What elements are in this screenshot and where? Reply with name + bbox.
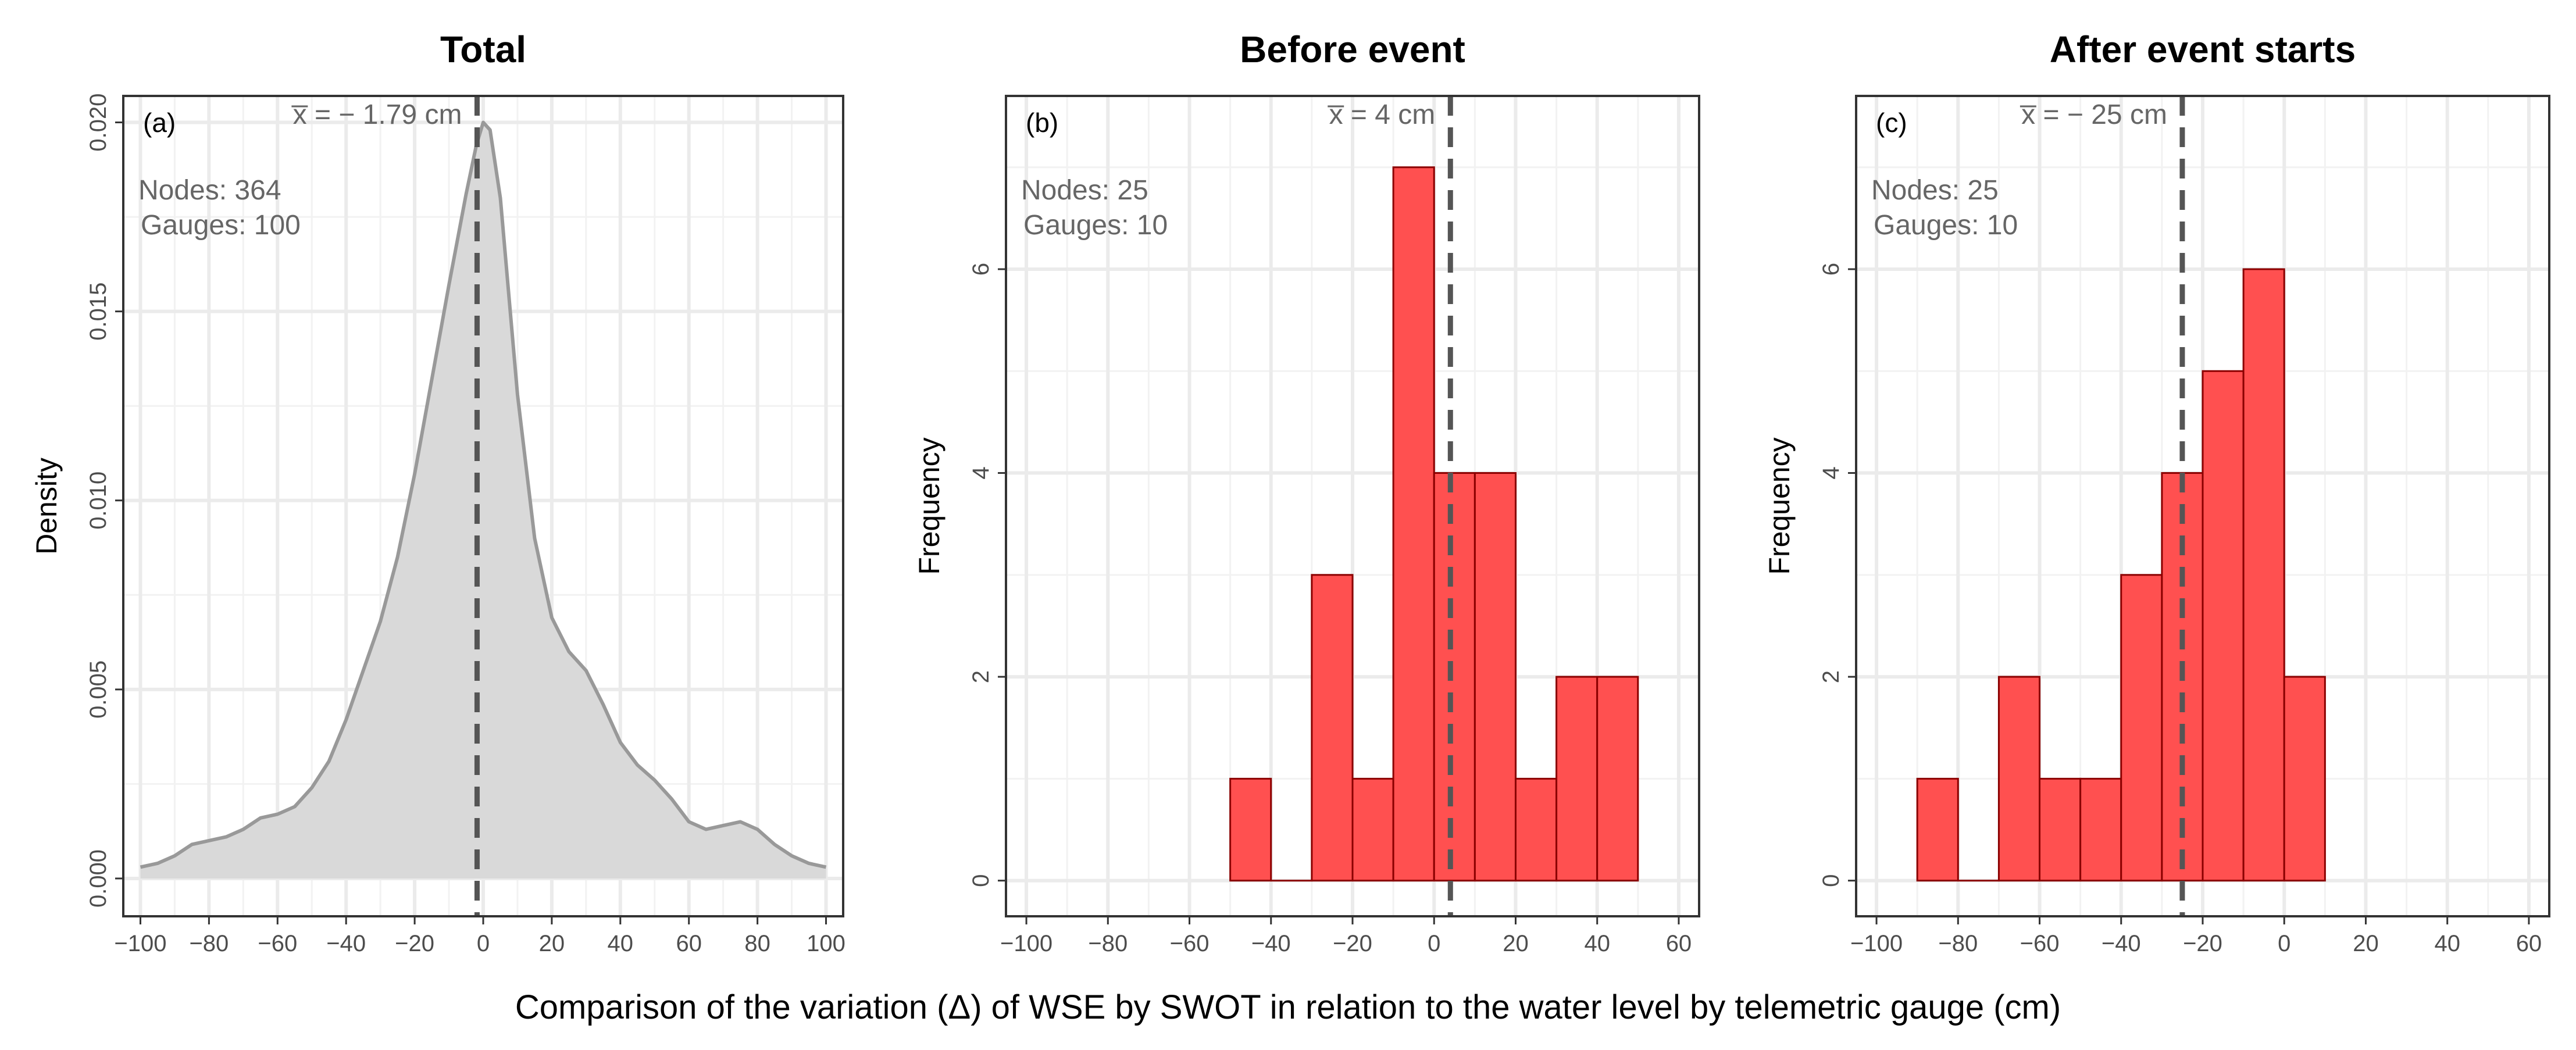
x-tick-label: 40 (2434, 931, 2460, 956)
panel-total: −100 −80 −60 −40 −20 0 20 40 60 80 100 0.000 0.005 0.… (30, 28, 845, 956)
histogram-bar (1997, 676, 2041, 882)
x-tick-label: 100 (807, 931, 845, 956)
y-tick-label: 6 (968, 263, 994, 276)
panel-label: (c) (1876, 108, 1907, 138)
histogram-bar (2202, 370, 2245, 882)
y-tick-label: 0.005 (85, 660, 111, 719)
histogram-bar (1916, 777, 1959, 882)
histogram-bar (1433, 472, 1476, 882)
histogram-bar (1473, 472, 1517, 882)
histogram-bar (1229, 777, 1272, 882)
histogram-bar (2242, 268, 2285, 882)
histogram-bar (1392, 166, 1435, 882)
nodes-label: Nodes: 364 (138, 175, 281, 206)
x-tick-label: −80 (189, 931, 229, 956)
x-tick-label: −40 (326, 931, 366, 956)
y-axis-title: Density (30, 458, 63, 555)
x-tick-label: −100 (1000, 931, 1052, 956)
histogram-bar (1311, 574, 1354, 882)
x-tick-label: −40 (1251, 931, 1291, 956)
gauges-label: Gauges: 100 (141, 210, 301, 241)
panel-label: (b) (1026, 108, 1058, 138)
x-tick-label: 60 (1666, 931, 1692, 956)
x-tick-label: −20 (1333, 931, 1372, 956)
x-tick-label: 40 (1584, 931, 1610, 956)
x-tick-label: 20 (1503, 931, 1529, 956)
histogram-bar (1555, 676, 1599, 882)
y-tick-label: 0 (1818, 874, 1844, 887)
nodes-label: Nodes: 25 (1871, 175, 1999, 206)
x-tick-label: −80 (1938, 931, 1978, 956)
histogram-bar (1514, 777, 1558, 882)
y-tick-label: 0.020 (85, 93, 111, 151)
histogram-bar (1596, 676, 1639, 882)
y-tick-label: 2 (1818, 670, 1844, 683)
x-tick-label: 80 (744, 931, 770, 956)
x-tick-label: −60 (1170, 931, 1209, 956)
x-tick-label: 60 (2516, 931, 2542, 956)
panel-title: After event starts (2050, 28, 2356, 70)
density-line (140, 120, 827, 869)
x-tick-label: 40 (608, 931, 634, 956)
x-tick-label: 60 (676, 931, 702, 956)
x-tick-label: 20 (539, 931, 565, 956)
histogram-bar (2283, 676, 2326, 882)
histogram-bar (2120, 574, 2163, 882)
histogram-bar (2039, 777, 2082, 882)
y-tick-label: 0 (968, 874, 994, 887)
x-tick-label: −60 (258, 931, 297, 956)
x-tick-label: −100 (114, 931, 166, 956)
x-tick-label: −60 (2020, 931, 2060, 956)
y-tick-label: 4 (1818, 466, 1844, 479)
y-tick-label: 0.010 (85, 472, 111, 530)
x-tick-label: −40 (2102, 931, 2141, 956)
mean-label: x̅ = − 1.79 cm (291, 99, 462, 130)
histogram-bar (1351, 777, 1394, 882)
histogram-bar (2079, 777, 2122, 882)
y-tick-label: 6 (1818, 263, 1844, 276)
gauges-label: Gauges: 10 (1023, 210, 1168, 241)
y-tick-label: 4 (968, 466, 994, 479)
panel-before-event: −100 −80 −60 −40 −20 0 20 40 60 0 2 4 6 Before event F… (913, 28, 1700, 956)
y-tick-label: 0.000 (85, 849, 111, 908)
x-tick-label: −80 (1088, 931, 1128, 956)
panel-title: Total (440, 28, 526, 70)
x-tick-label: 0 (477, 931, 490, 956)
x-tick-label: −20 (395, 931, 434, 956)
mean-label: x̅ = − 25 cm (2020, 99, 2167, 130)
x-tick-label: 20 (2353, 931, 2379, 956)
y-tick-label: 2 (968, 670, 994, 683)
x-tick-label: 0 (2278, 931, 2290, 956)
gauges-label: Gauges: 10 (1874, 210, 2018, 241)
x-tick-label: −20 (2183, 931, 2222, 956)
y-axis-title: Frequency (1763, 437, 1796, 574)
y-axis-title: Frequency (913, 437, 946, 574)
density-area (140, 122, 826, 878)
nodes-label: Nodes: 25 (1021, 175, 1148, 206)
x-tick-label: −100 (1850, 931, 1903, 956)
panel-label: (a) (143, 108, 176, 138)
panel-after-event-starts: −100 −80 −60 −40 −20 0 20 40 60 0 2 4 6 After event s… (1763, 28, 2550, 956)
mean-label: x̅ = 4 cm (1328, 99, 1435, 130)
x-tick-label: 0 (1428, 931, 1440, 956)
y-tick-label: 0.015 (85, 283, 111, 341)
panel-title: Before event (1240, 28, 1465, 70)
x-axis-title: Comparison of the variation (Δ) of WSE b… (515, 988, 2061, 1026)
